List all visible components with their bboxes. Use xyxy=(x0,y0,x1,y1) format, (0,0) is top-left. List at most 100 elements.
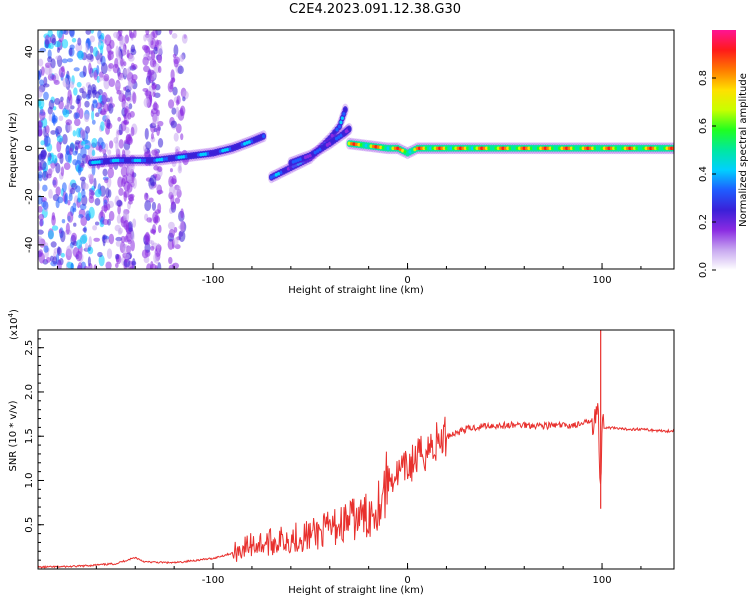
spectrogram-ridge-core xyxy=(301,156,305,161)
spectrogram-noise-blob xyxy=(38,129,43,137)
spectrogram-noise-blob xyxy=(42,170,49,181)
spectrogram-ridge-core xyxy=(482,146,486,151)
spectrogram-noise-blob xyxy=(38,181,41,192)
spectrogram-noise-blob xyxy=(122,244,127,254)
spectrogram-ridge-core xyxy=(605,146,609,151)
spectrogram-ridge-core xyxy=(625,146,630,151)
spectrogram-noise-blob xyxy=(117,176,124,188)
spectrogram-ridge-core xyxy=(126,158,130,163)
spectrogram-noise-blob xyxy=(152,30,158,39)
spectrogram-noise-blob xyxy=(51,115,58,123)
snr-ytick-label: 0.5 xyxy=(24,517,35,533)
spectrogram-noise-blob xyxy=(97,40,101,46)
spectrogram-ridge-core xyxy=(182,154,186,159)
spectrogram-noise-blob xyxy=(173,132,179,142)
colorbar: 0.0 0.2 0.4 0.6 0.8 Normalized spectral ampl… xyxy=(698,30,749,278)
spectrogram-noise-blob xyxy=(79,176,87,182)
spectrogram-noise-blob xyxy=(123,181,131,192)
snr-ytick-label: 2.5 xyxy=(24,340,35,356)
spectrogram-noise-blob xyxy=(107,149,112,156)
spectrogram-ridge-core xyxy=(600,146,604,151)
spectrogram-ridge-core xyxy=(515,146,519,151)
spectrogram-ridge-core xyxy=(529,146,533,151)
spectrogram-noise-blob xyxy=(108,140,114,149)
spectrogram-ridge-core xyxy=(658,146,662,151)
spectrogram-ridge-core xyxy=(230,146,235,151)
spectrogram-noise-blob xyxy=(143,65,150,73)
spectrogram-ridge-core xyxy=(191,153,196,158)
spectrogram-noise-blob xyxy=(170,193,175,205)
spectrogram-ridge-core xyxy=(506,146,510,151)
spectrogram-xtick-label: 0 xyxy=(404,275,410,286)
colorbar-ticks: 0.0 0.2 0.4 0.6 0.8 xyxy=(698,70,716,278)
spectrogram-ridge-core xyxy=(98,160,102,164)
spectrogram-ridge-core xyxy=(121,158,125,163)
spectrogram-noise-blob xyxy=(54,98,61,105)
spectrogram-noise-blob xyxy=(69,47,73,56)
spectrogram-ridge-core xyxy=(102,159,106,164)
spectrogram-ridge-core xyxy=(562,146,566,151)
spectrogram-noise-blob xyxy=(143,233,151,242)
spectrogram-ridge-core xyxy=(513,146,517,151)
spectrogram-noise-blob xyxy=(97,89,103,95)
spectrogram-ridge-core xyxy=(291,164,295,169)
spectrogram-noise-blob xyxy=(48,114,52,122)
spectrogram-noise-blob xyxy=(145,30,150,36)
spectrogram-noise-blob xyxy=(72,202,77,211)
spectrogram-ridge-core xyxy=(496,146,500,151)
spectrogram-noise-blob xyxy=(177,165,183,174)
spectrogram-noise-blob xyxy=(93,237,101,242)
spectrogram-noise-blob xyxy=(38,235,42,241)
spectrogram-noise-blob xyxy=(156,124,161,137)
spectrogram-noise-blob xyxy=(144,127,149,140)
spectrogram-noise-blob xyxy=(85,42,89,54)
spectrogram-noise-blob xyxy=(51,225,59,231)
spectrogram-noise-blob xyxy=(114,253,120,260)
spectrogram-noise-blob xyxy=(80,128,86,139)
spectrogram-noise-blob xyxy=(103,153,108,159)
spectrogram-ridge-core xyxy=(527,146,531,151)
spectrogram-noise-blob xyxy=(71,37,77,43)
spectrogram-noise-blob xyxy=(69,81,75,89)
spectrogram-noise-blob xyxy=(108,233,115,245)
spectrogram-ridge-core xyxy=(379,145,383,150)
spectrogram-noise-blob xyxy=(92,46,98,57)
spectrogram-noise-blob xyxy=(168,256,173,265)
spectrogram-noise-blob xyxy=(102,168,108,177)
spectrogram-ridge-core xyxy=(131,158,135,163)
spectrogram-ridge-core xyxy=(484,146,489,151)
spectrogram-noise-blob xyxy=(48,42,54,50)
spectrogram-noise-blob xyxy=(42,184,48,192)
spectrogram-ridge-core xyxy=(508,146,512,151)
spectrogram-noise-blob xyxy=(118,30,123,37)
spectrogram-noise-blob xyxy=(126,166,131,175)
spectrogram-ridge-core xyxy=(199,152,203,157)
spectrogram-noise-blob xyxy=(87,173,94,180)
spectrogram-noise-blob xyxy=(65,222,70,235)
spectrogram-ridge-core xyxy=(665,146,669,151)
spectrogram-noise-blob xyxy=(77,262,83,269)
spectrogram-noise-blob xyxy=(38,88,43,98)
spectrogram-noise-blob xyxy=(100,209,104,219)
spectrogram-ridge-core xyxy=(216,150,220,154)
spectrogram-noise-blob xyxy=(44,39,50,49)
spectrogram-noise-blob xyxy=(141,44,149,51)
spectrogram-noise-blob xyxy=(83,265,89,269)
spectrogram-noise-blob xyxy=(67,124,73,132)
spectrogram-ridge-core xyxy=(284,168,288,172)
spectrogram-ridge-core xyxy=(184,154,188,159)
spectrogram-noise-blob xyxy=(157,65,162,74)
spectrogram-noise-blob xyxy=(51,165,55,173)
colorbar-gradient xyxy=(712,30,736,270)
spectrogram-ridge-core xyxy=(475,146,479,151)
colorbar-tick-label: 0.4 xyxy=(698,166,709,182)
spectrogram-noise-blob xyxy=(151,149,158,156)
spectrogram-ridge-core xyxy=(470,146,474,151)
spectrogram-noise-blob xyxy=(104,178,109,184)
spectrogram-noise-blob xyxy=(60,230,66,243)
snr-xlabel: Height of straight line (km) xyxy=(288,585,424,596)
spectrogram-ridge-core xyxy=(388,146,393,151)
spectrogram-noise-blob xyxy=(56,259,62,269)
spectrogram-noise-blob xyxy=(180,208,184,219)
